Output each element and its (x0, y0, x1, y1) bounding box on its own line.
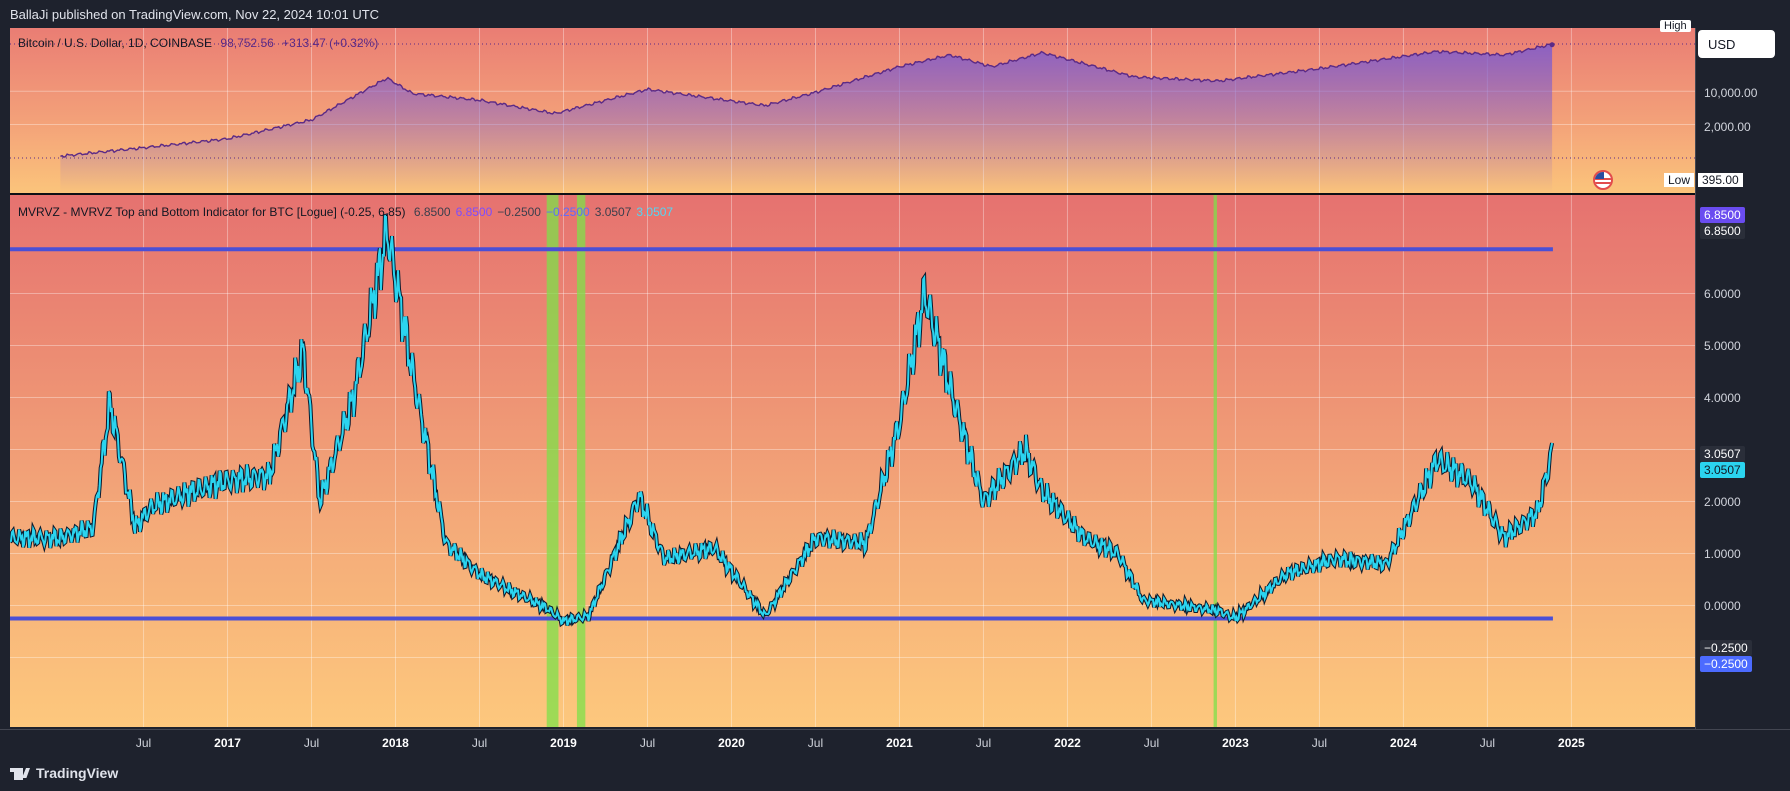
price-axis-label: 10,000.00 (1704, 86, 1758, 100)
indicator-value: −0.2500 (497, 205, 541, 219)
time-axis-label: Jul (1311, 736, 1328, 750)
symbol-label: Bitcoin / U.S. Dollar, 1D, COINBASE (18, 36, 213, 50)
time-axis-label: 2024 (1390, 736, 1417, 750)
time-axis-label: 2019 (550, 736, 577, 750)
tradingview-logo[interactable]: TradingView (10, 765, 118, 781)
time-axis-label: Jul (471, 736, 488, 750)
indicator-value-tag: 6.8500 (1700, 223, 1745, 239)
indicator-axis-label: 4.0000 (1704, 390, 1741, 405)
indicator-axis-label: 6.0000 (1704, 286, 1741, 301)
bottom-zone-band (576, 195, 586, 727)
price-area-fill (60, 44, 1553, 193)
indicator-axis-label: 2.0000 (1704, 494, 1741, 509)
tradingview-logo-icon (10, 766, 30, 780)
us-flag-icon[interactable] (1593, 170, 1613, 190)
currency-button[interactable]: USD (1698, 30, 1775, 58)
price-change: +313.47 (+0.32%) (282, 36, 379, 50)
tradingview-brand: TradingView (36, 765, 119, 781)
time-axis-label: 2021 (886, 736, 913, 750)
publish-text: BallaJi published on TradingView.com, No… (10, 7, 380, 22)
time-axis-label: Jul (135, 736, 152, 750)
high-label: High (1660, 20, 1691, 32)
indicator-value-tag: 3.0507 (1700, 462, 1745, 478)
indicator-pane[interactable]: MVRVZ - MVRVZ Top and Bottom Indicator f… (10, 195, 1695, 727)
price-axis-label: 2,000.00 (1704, 120, 1751, 134)
indicator-value: 6.8500 (455, 205, 493, 219)
indicator-value: 3.0507 (594, 205, 632, 219)
indicator-value: 3.0507 (636, 205, 674, 219)
time-axis-label: 2020 (718, 736, 745, 750)
time-axis-label: Jul (639, 736, 656, 750)
indicator-value: 6.8500 (413, 205, 451, 219)
price-pane[interactable]: Bitcoin / U.S. Dollar, 1D, COINBASE 98,7… (10, 28, 1695, 193)
time-axis-label: 2023 (1222, 736, 1249, 750)
indicator-title: MVRVZ - MVRVZ Top and Bottom Indicator f… (18, 205, 406, 219)
price-line (60, 43, 1553, 158)
time-axis-label: Jul (1479, 736, 1496, 750)
price-legend: Bitcoin / U.S. Dollar, 1D, COINBASE 98,7… (18, 36, 383, 50)
time-axis-label: Jul (303, 736, 320, 750)
price-value: 98,752.56 (220, 36, 274, 50)
mvrvz-line (10, 214, 1554, 626)
low-label: Low (1664, 173, 1695, 187)
indicator-legend: MVRVZ - MVRVZ Top and Bottom Indicator f… (18, 205, 683, 219)
publish-header: BallaJi published on TradingView.com, No… (0, 0, 1790, 28)
indicator-value-tag: 3.0507 (1700, 446, 1745, 462)
pane-separator[interactable] (10, 193, 1695, 195)
indicator-axis-label: 5.0000 (1704, 338, 1741, 353)
time-axis[interactable]: Jul 2017 Jul 2018 Jul 2019 Jul 2020 Jul 2021 Jul 20… (0, 729, 1790, 756)
time-axis-label: 2025 (1558, 736, 1585, 750)
time-axis-label: 2017 (214, 736, 241, 750)
indicator-value-tag: −0.2500 (1700, 656, 1752, 672)
time-axis-label: 2018 (382, 736, 409, 750)
indicator-value-tag: 6.8500 (1700, 207, 1745, 223)
footer: TradingView (0, 756, 1790, 791)
last-price-dot (1549, 42, 1555, 48)
indicator-chart-svg (10, 195, 1695, 727)
bottom-zone-band (1213, 195, 1217, 727)
price-chart-svg (10, 28, 1695, 193)
indicator-value: −0.2500 (545, 205, 590, 219)
indicator-axis-label: 0.0000 (1704, 598, 1741, 613)
time-axis-label: Jul (1143, 736, 1160, 750)
low-value-tag: 395.00 (1698, 173, 1743, 187)
bottom-zone-band (546, 195, 559, 727)
time-axis-label: Jul (975, 736, 992, 750)
price-axis[interactable]: 10,000.00 2,000.00 6.0000 5.0000 4.0000 2.00… (1695, 28, 1790, 729)
indicator-axis-label: 1.0000 (1704, 546, 1741, 561)
chart-area[interactable]: Bitcoin / U.S. Dollar, 1D, COINBASE 98,7… (10, 28, 1695, 729)
indicator-values: 6.8500 6.8500 −0.2500 −0.2500 3.0507 3.0507 (414, 205, 678, 219)
time-axis-label: 2022 (1054, 736, 1081, 750)
indicator-value-tag: −0.2500 (1700, 640, 1752, 656)
time-axis-label: Jul (807, 736, 824, 750)
